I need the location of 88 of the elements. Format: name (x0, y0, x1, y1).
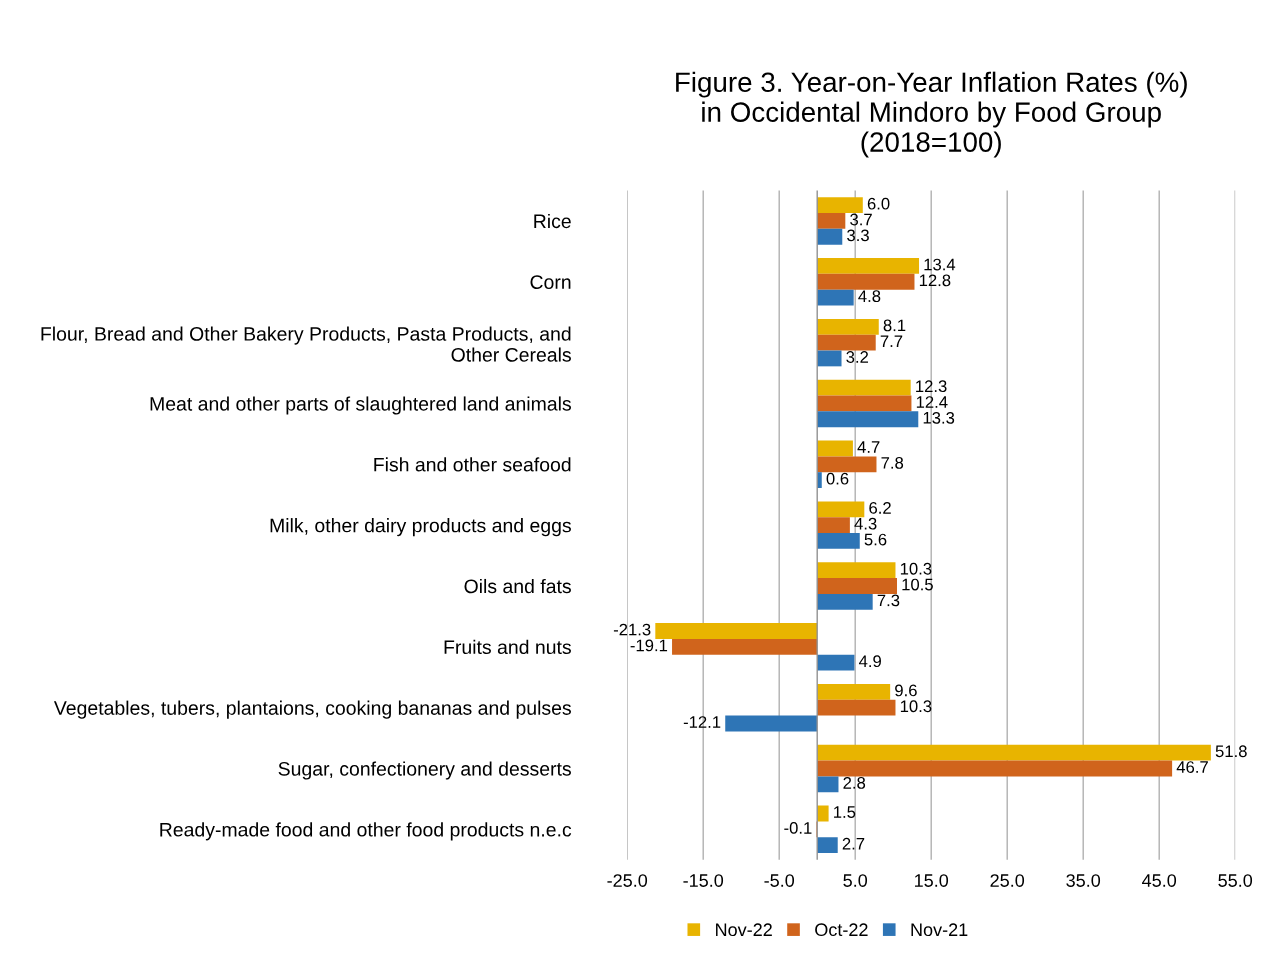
bar (817, 683, 891, 700)
legend-label: Nov-21 (911, 923, 968, 937)
data-label: 4.8 (858, 290, 881, 303)
bar (817, 197, 863, 214)
data-label: 6.0 (867, 197, 890, 210)
data-label: 3.7 (850, 213, 872, 226)
bar (817, 273, 915, 290)
bar (817, 411, 919, 428)
data-label: 46.7 (1176, 761, 1208, 773)
data-label: 2.8 (843, 776, 866, 789)
bar (817, 334, 876, 351)
bar (817, 395, 912, 412)
bar (817, 456, 877, 473)
data-label: 5.6 (864, 533, 887, 546)
data-label: 4.9 (858, 655, 881, 668)
data-label: 2.7 (842, 837, 865, 850)
bar (817, 289, 854, 306)
bar (817, 258, 920, 274)
bar (817, 593, 873, 610)
bar (817, 501, 865, 518)
bar (817, 440, 853, 457)
data-label: 10.5 (902, 578, 933, 591)
bar (672, 638, 818, 655)
data-label: 13.4 (924, 258, 956, 271)
data-label: 12.8 (919, 274, 951, 287)
y-tick-label: Oils and fats (464, 578, 571, 594)
y-tick-label: Milk, other dairy products and eggs (270, 518, 571, 537)
data-label: 10.3 (900, 700, 932, 713)
data-label: 51.8 (1215, 745, 1247, 758)
data-label: 4.3 (854, 517, 877, 530)
data-label: -19.1 (630, 639, 668, 652)
bar (817, 776, 839, 793)
y-tick-label: Ready-made food and other food products n.e.c (160, 822, 572, 841)
data-label: 12.3 (916, 380, 947, 393)
data-label: 13.3 (923, 411, 955, 424)
bar (817, 318, 879, 335)
x-tick-label: 35.0 (1066, 874, 1101, 887)
bar (817, 699, 896, 716)
bar (725, 715, 818, 732)
data-label: -21.3 (613, 623, 651, 636)
bar (817, 533, 860, 549)
data-label: 6.2 (869, 501, 891, 514)
data-label: 12.4 (916, 396, 948, 408)
x-tick-label: -25.0 (607, 874, 648, 887)
bar (817, 213, 846, 229)
y-tick-label: Flour, Bread and Other Bakery Products, Pasta Products, and Other Cereals (41, 326, 571, 362)
bar (817, 805, 829, 822)
bar (817, 654, 855, 671)
data-label: 7.3 (877, 594, 900, 607)
data-label: 1.5 (834, 806, 856, 818)
data-label: 7.7 (880, 335, 903, 347)
data-label: 3.3 (847, 229, 869, 242)
bar (817, 760, 1173, 777)
x-tick-label: 55.0 (1218, 874, 1253, 887)
bar (817, 837, 838, 854)
data-label: 10.3 (900, 562, 932, 575)
x-tick-label: 25.0 (990, 874, 1025, 887)
y-tick-label: Rice (534, 213, 571, 229)
y-tick-label: Fish and other seafood (374, 457, 571, 472)
y-tick-label: Corn (530, 275, 571, 290)
x-tick-label: 5.0 (843, 874, 868, 887)
y-tick-label: Sugar, confectionery and desserts (278, 761, 571, 780)
data-label: -12.1 (683, 716, 721, 728)
y-tick-label: Fruits and nuts (444, 639, 571, 655)
legend-label: Nov-22 (716, 923, 772, 937)
y-tick-label: Meat and other parts of slaughtered land animals (150, 396, 571, 415)
data-label: 8.1 (883, 319, 906, 332)
data-label: -0.1 (784, 822, 812, 834)
data-label: 9.6 (895, 684, 917, 697)
chart-title: Figure 3. Year-on-Year Inflation Rates (%) in Occidental Mindoro by Food Group (2018=100) (676, 71, 1187, 158)
x-tick-label: -5.0 (764, 874, 795, 887)
data-label: 3.2 (846, 351, 869, 363)
y-tick-label: Vegetables, tubers, plantaions, cooking bananas and pulses (53, 700, 571, 719)
x-tick-label: 45.0 (1142, 874, 1177, 887)
x-tick-label: 15.0 (915, 874, 949, 887)
bar (817, 744, 1211, 761)
bar (817, 350, 842, 367)
bar (817, 562, 896, 579)
data-label: 4.7 (857, 441, 880, 453)
bar (817, 578, 897, 594)
bar (817, 517, 850, 534)
bar (817, 228, 843, 245)
data-label: 7.8 (881, 456, 904, 469)
legend-label: Oct-22 (815, 923, 868, 937)
bar (655, 623, 818, 639)
x-tick-label: -15.0 (683, 874, 724, 887)
bar (817, 379, 911, 396)
data-label: 0.6 (826, 472, 849, 485)
